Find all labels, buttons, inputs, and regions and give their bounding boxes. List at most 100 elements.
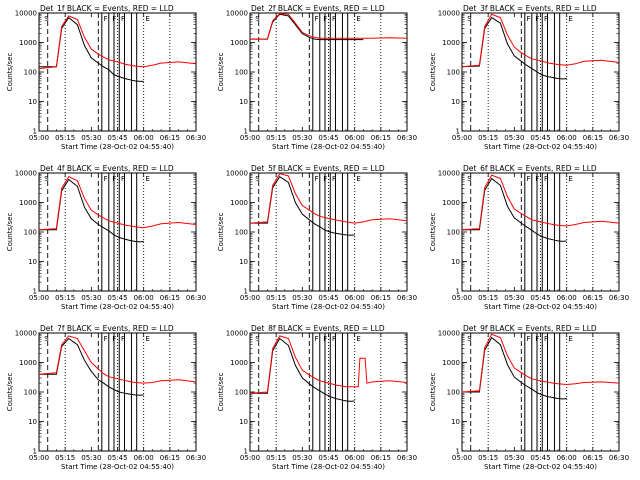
x-tick-label: 05:15 bbox=[266, 134, 286, 142]
y-tick-label: 10000 bbox=[226, 170, 248, 178]
x-tick-label: 05:30 bbox=[504, 134, 524, 142]
events-series-line bbox=[462, 177, 567, 242]
x-tick-label: 05:45 bbox=[318, 294, 338, 302]
y-tick-label: 100 bbox=[24, 69, 37, 77]
y-tick-label: 10 bbox=[451, 418, 460, 426]
event-letter-marker: E bbox=[145, 15, 149, 23]
events-series-line bbox=[461, 16, 567, 80]
panel-title: Det_9f BLACK = Events, RED = LLD bbox=[463, 324, 597, 333]
x-tick-label: 05:30 bbox=[292, 454, 312, 462]
y-axis-label: Counts/sec bbox=[429, 373, 437, 412]
x-axis-label: Start Time (28-Oct-02 04:55:40) bbox=[61, 463, 174, 471]
panel-title: Det_4f BLACK = Events, RED = LLD bbox=[40, 164, 174, 173]
panel-title: Det_3f BLACK = Events, RED = LLD bbox=[463, 4, 597, 13]
x-axis-label: Start Time (28-Oct-02 04:55:40) bbox=[484, 303, 597, 311]
event-letter-marker: F bbox=[527, 175, 531, 183]
y-tick-label: 1000 bbox=[230, 199, 248, 207]
lld-series-line bbox=[38, 335, 197, 384]
panel-title: Det_8f BLACK = Events, RED = LLD bbox=[251, 324, 385, 333]
event-letter-marker: F bbox=[121, 335, 125, 343]
x-tick-label: 05:30 bbox=[504, 454, 524, 462]
x-tick-label: 05:15 bbox=[55, 134, 75, 142]
event-letter-marker: F bbox=[535, 335, 539, 343]
event-letter-marker: F bbox=[112, 335, 116, 343]
y-tick-label: 10000 bbox=[15, 330, 37, 338]
x-tick-label: 05:00 bbox=[29, 454, 49, 462]
detector-panel-1: 1 10 100 1000 10000 05:00 05:15 05:30 05:45 06:00… bbox=[6, 4, 206, 151]
x-tick-label: 06:00 bbox=[557, 134, 577, 142]
plot-frame bbox=[461, 172, 620, 292]
event-letter-marker: F bbox=[315, 15, 319, 23]
panel-title: Det_2f BLACK = Events, RED = LLD bbox=[251, 4, 385, 13]
y-tick-label: 100 bbox=[235, 389, 248, 397]
y-tick-label: 1 bbox=[456, 128, 460, 136]
x-tick-label: 05:45 bbox=[318, 454, 338, 462]
y-tick-label: 1000 bbox=[230, 359, 248, 367]
x-tick-label: 05:45 bbox=[530, 294, 550, 302]
event-letter-marker: F bbox=[527, 335, 531, 343]
panel-title: Det_6f BLACK = Events, RED = LLD bbox=[463, 164, 597, 173]
x-tick-label: 06:15 bbox=[583, 454, 603, 462]
x-tick-label: 06:00 bbox=[134, 134, 154, 142]
plot-frame bbox=[461, 332, 620, 452]
x-tick-label: 05:00 bbox=[240, 134, 260, 142]
x-tick-label: 06:00 bbox=[134, 294, 154, 302]
events-series-line bbox=[250, 176, 355, 236]
x-tick-label: 05:45 bbox=[530, 454, 550, 462]
event-letter-marker: F bbox=[544, 15, 548, 23]
y-tick-label: 1 bbox=[33, 448, 37, 456]
x-axis-label: Start Time (28-Oct-02 04:55:40) bbox=[484, 143, 597, 151]
lld-series-line bbox=[38, 176, 197, 231]
event-letter-marker: F bbox=[544, 175, 548, 183]
x-tick-label: 06:15 bbox=[371, 454, 391, 462]
y-tick-label: 1 bbox=[33, 128, 37, 136]
x-tick-label: 05:45 bbox=[318, 134, 338, 142]
x-axis-label: Start Time (28-Oct-02 04:55:40) bbox=[484, 463, 597, 471]
event-letter-marker: F bbox=[535, 15, 539, 23]
y-axis-label: Counts/sec bbox=[217, 373, 225, 412]
plot-frame bbox=[249, 12, 408, 132]
y-tick-label: 1000 bbox=[19, 199, 37, 207]
x-tick-label: 05:15 bbox=[478, 294, 498, 302]
y-tick-label: 1000 bbox=[19, 359, 37, 367]
plot-frame bbox=[38, 332, 197, 452]
events-series-line bbox=[250, 13, 364, 41]
x-tick-label: 05:30 bbox=[292, 294, 312, 302]
x-axis-label: Start Time (28-Oct-02 04:55:40) bbox=[61, 303, 174, 311]
lld-series-line bbox=[461, 174, 620, 231]
x-tick-label: 05:30 bbox=[81, 454, 101, 462]
y-axis-label: Counts/sec bbox=[217, 213, 225, 252]
panel-title: Det_5f BLACK = Events, RED = LLD bbox=[251, 164, 385, 173]
y-tick-label: 1 bbox=[456, 288, 460, 296]
x-tick-label: 06:00 bbox=[134, 454, 154, 462]
event-letter-marker: F bbox=[104, 175, 108, 183]
x-tick-label: 06:15 bbox=[160, 294, 180, 302]
x-tick-label: 05:30 bbox=[504, 294, 524, 302]
y-tick-label: 10 bbox=[239, 258, 248, 266]
event-letter-marker: F bbox=[112, 15, 116, 23]
detector-panel-7: 1 10 100 1000 10000 05:00 05:15 05:30 05:45 06:00… bbox=[6, 324, 206, 471]
y-tick-label: 10000 bbox=[438, 10, 460, 18]
event-letter-marker: S bbox=[467, 15, 472, 23]
y-tick-label: 100 bbox=[447, 389, 460, 397]
lld-series-line bbox=[38, 15, 197, 70]
y-tick-label: 10 bbox=[239, 418, 248, 426]
y-tick-label: 10000 bbox=[438, 170, 460, 178]
y-tick-label: 100 bbox=[24, 389, 37, 397]
event-letter-marker: F bbox=[104, 15, 108, 23]
x-tick-label: 05:15 bbox=[478, 134, 498, 142]
plot-frame bbox=[38, 12, 197, 132]
x-tick-label: 05:15 bbox=[55, 454, 75, 462]
x-axis-label: Start Time (28-Oct-02 04:55:40) bbox=[272, 143, 385, 151]
detector-panel-8: 1 10 100 1000 10000 05:00 05:15 05:30 05:45 06:00… bbox=[217, 324, 417, 471]
x-tick-label: 05:15 bbox=[266, 294, 286, 302]
event-letter-marker: E bbox=[568, 335, 572, 343]
event-letter-marker: S bbox=[255, 175, 260, 183]
y-tick-label: 10000 bbox=[15, 170, 37, 178]
event-letter-marker: S bbox=[44, 15, 49, 23]
event-letter-marker: F bbox=[527, 15, 531, 23]
x-tick-label: 06:15 bbox=[160, 454, 180, 462]
events-series-line bbox=[462, 336, 567, 400]
